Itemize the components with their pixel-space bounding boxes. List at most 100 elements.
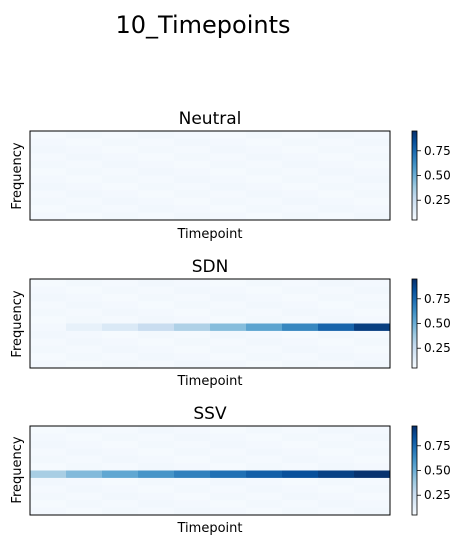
heatmap-cell [354, 330, 391, 339]
heatmap-cell [354, 168, 391, 176]
heatmap-cell [210, 286, 247, 295]
heatmap-cell [174, 463, 211, 471]
heatmap-cell [102, 500, 139, 509]
heatmap-cell [318, 500, 355, 509]
heatmap-cell [174, 138, 211, 147]
heatmap-cell [354, 182, 391, 191]
heatmap-cell [174, 353, 211, 362]
colorbar-gradient [411, 130, 418, 221]
heatmap-cell [210, 145, 247, 154]
heatmap-cell [210, 353, 247, 362]
heatmap-cell [210, 190, 247, 199]
heatmap-highlight-cell [354, 470, 391, 479]
heatmap-cell [102, 197, 139, 206]
heatmap-cell [174, 440, 211, 449]
heatmap-cell [246, 308, 283, 317]
heatmap-cell [282, 345, 319, 354]
heatmap-cell [246, 205, 283, 214]
heatmap-cell [282, 301, 319, 310]
heatmap-cell [30, 145, 67, 154]
heatmap-cell [210, 212, 247, 221]
heatmap-cell [66, 175, 103, 184]
heatmap-cell [282, 360, 319, 369]
heatmap-cell [246, 500, 283, 509]
heatmap-cell [246, 138, 283, 147]
heatmap-highlight-cell [246, 470, 283, 479]
heatmap-cell [318, 308, 355, 317]
heatmap-cell [246, 293, 283, 302]
heatmap-cell [30, 507, 67, 516]
heatmap-cell [282, 353, 319, 362]
heatmap-cell [354, 507, 391, 516]
heatmap-cell [102, 440, 139, 449]
heatmap-cell [246, 212, 283, 221]
colorbar-gradient [411, 425, 418, 516]
heatmap-cell [30, 500, 67, 509]
panel-sdn: SDN Timepoint Frequency 0.25 0.50 0.75 [10, 257, 451, 389]
heatmap-cell [30, 138, 67, 147]
heatmap-cell [210, 279, 247, 287]
heatmap-cell [282, 205, 319, 214]
colorbar-tick-label: 0.25 [424, 488, 451, 502]
colorbar-tick-label: 0.75 [424, 439, 451, 453]
heatmap-cell [282, 197, 319, 206]
panel-title: SSV [193, 404, 227, 424]
heatmap-cell [138, 168, 175, 176]
heatmap-highlight-cell [210, 470, 247, 479]
heatmap-cell [210, 316, 247, 324]
heatmap-cell [354, 190, 391, 199]
colorbar: 0.25 0.50 0.75 [411, 278, 451, 369]
heatmap-cell [210, 360, 247, 369]
heatmap-cell [210, 301, 247, 310]
heatmap-cell [318, 433, 355, 442]
heatmap-cell [66, 500, 103, 509]
heatmap-cell [318, 353, 355, 362]
heatmap-cell [30, 345, 67, 354]
heatmap-cell [66, 205, 103, 214]
heatmap-cell [246, 463, 283, 471]
heatmap-cell [66, 345, 103, 354]
heatmap-cell [210, 330, 247, 339]
heatmap-cell [138, 338, 175, 347]
heatmap-cell [66, 138, 103, 147]
heatmap-cell [246, 145, 283, 154]
heatmap-cell [30, 477, 67, 486]
heatmap-cell [354, 316, 391, 324]
heatmap-highlight-cell [318, 323, 355, 332]
heatmap-highlight-cell [210, 323, 247, 332]
heatmap-cell [210, 308, 247, 317]
heatmap-cell [138, 507, 175, 516]
heatmap-cell [138, 345, 175, 354]
heatmap-cell [282, 433, 319, 442]
heatmap-cell [318, 463, 355, 471]
heatmap-cell [246, 440, 283, 449]
heatmap-cell [66, 301, 103, 310]
heatmap-cell [174, 190, 211, 199]
heatmap-cell [102, 485, 139, 494]
heatmap-cell [354, 345, 391, 354]
heatmap-cell [246, 190, 283, 199]
heatmap-cell [30, 279, 67, 287]
heatmap-cell [102, 308, 139, 317]
heatmap-cell [66, 316, 103, 324]
heatmap-cell [354, 279, 391, 287]
heatmap-cell [354, 426, 391, 434]
heatmap-cell [174, 433, 211, 442]
heatmap-cell [210, 205, 247, 214]
heatmap-cell [174, 301, 211, 310]
heatmap-cell [210, 500, 247, 509]
heatmap-cell [318, 205, 355, 214]
heatmap-cell [102, 492, 139, 501]
heatmap-cell [138, 448, 175, 457]
heatmap-cell [318, 485, 355, 494]
heatmap-cell [102, 293, 139, 302]
heatmap-cell [282, 500, 319, 509]
heatmap-cell [138, 485, 175, 494]
heatmap-cell [282, 279, 319, 287]
heatmap-cell [174, 507, 211, 516]
heatmap-cell [246, 360, 283, 369]
heatmap-cell [138, 175, 175, 184]
heatmap-cell [174, 448, 211, 457]
heatmap-cell [354, 175, 391, 184]
heatmap-cell [210, 131, 247, 139]
